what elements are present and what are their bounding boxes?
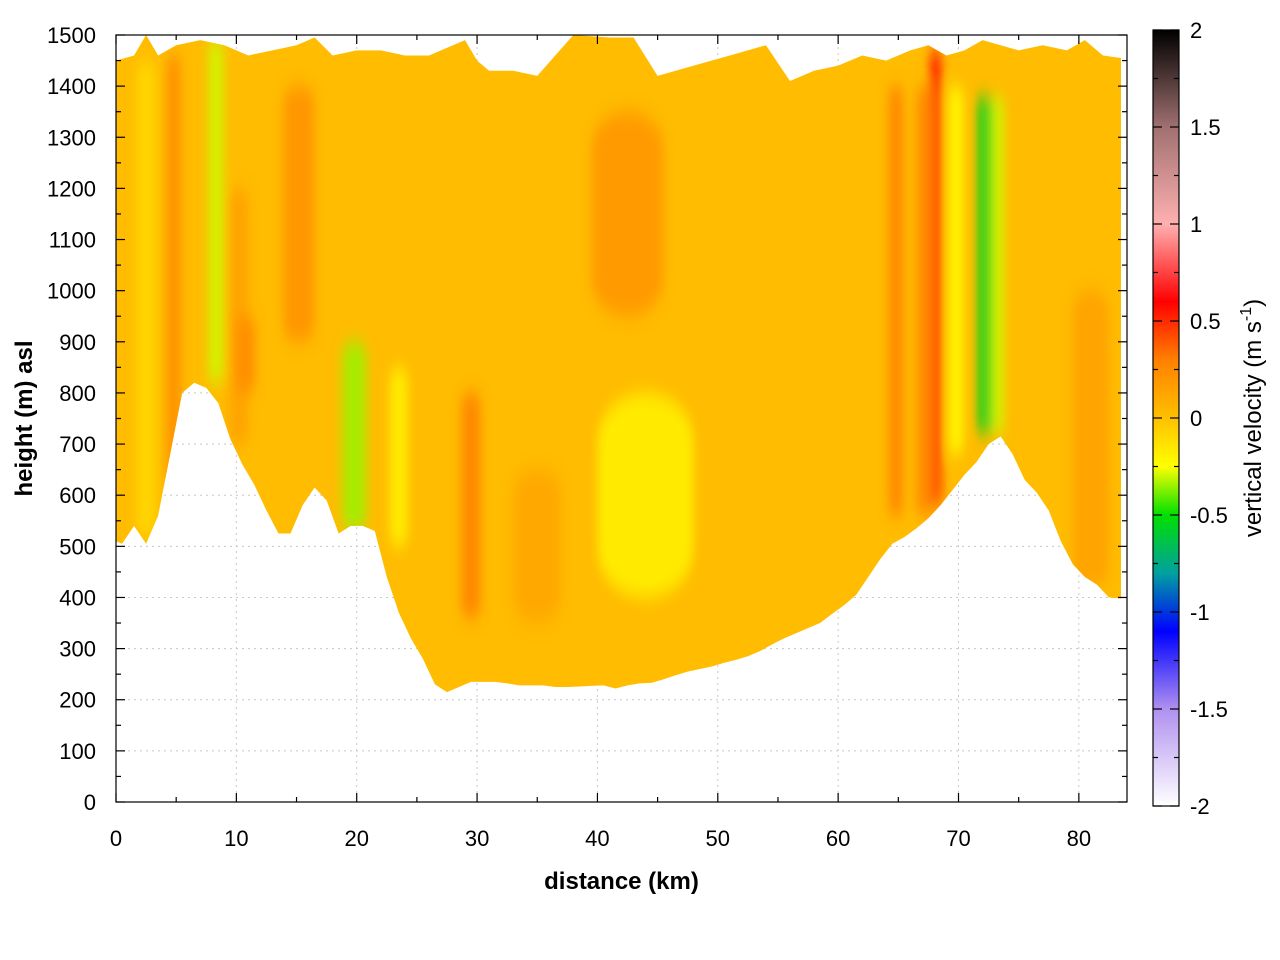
colorbar-tick-label: -1 (1190, 600, 1210, 625)
colorbar: 2 1.5 1 0.5 0 -0.5 -1 -1.5 -2 vertical velocity … (1152, 18, 1267, 819)
axis-ticks (115, 34, 1127, 803)
velocity-band (513, 469, 562, 624)
y-axis-label: height (m) asl (11, 340, 38, 496)
y-tick-label: 900 (59, 330, 96, 355)
colorbar-tick-label: 1.5 (1190, 115, 1221, 140)
colorbar-tick-label: 0.5 (1190, 309, 1221, 334)
y-tick-label: 400 (59, 585, 96, 610)
x-tick-label: 10 (224, 826, 248, 851)
y-tick-label: 200 (59, 688, 96, 713)
velocity-band (208, 40, 224, 383)
y-tick-label: 1300 (47, 125, 96, 150)
colorbar-label-close: ) (1240, 299, 1267, 307)
y-tick-label: 800 (59, 381, 96, 406)
velocity-band (136, 60, 156, 537)
y-tick-label: 100 (59, 739, 96, 764)
x-tick-label: 30 (465, 826, 489, 851)
velocity-band (948, 86, 964, 455)
x-tick-label: 0 (110, 826, 122, 851)
velocity-band (992, 96, 1005, 434)
colorbar-tick-label: -1.5 (1190, 697, 1228, 722)
velocity-bands (136, 40, 1109, 624)
velocity-band (236, 316, 256, 393)
velocity-band (888, 86, 904, 516)
velocity-band (916, 86, 934, 516)
velocity-band (229, 188, 249, 445)
x-tick-label: 40 (585, 826, 609, 851)
velocity-band (342, 341, 367, 531)
velocity-band (166, 55, 181, 485)
x-tick-label: 70 (946, 826, 970, 851)
colorbar-ticks (1153, 29, 1179, 807)
y-tick-label: 0 (84, 790, 96, 815)
colorbar-label-superscript: -1 (1238, 307, 1255, 321)
colorbar-tick-labels: 2 1.5 1 0.5 0 -0.5 -1 -1.5 -2 (1190, 18, 1228, 819)
y-tick-label: 500 (59, 534, 96, 559)
x-tick-labels: 0 10 20 30 40 50 60 70 80 (110, 826, 1091, 851)
x-tick-label: 60 (826, 826, 850, 851)
y-tick-label: 1000 (47, 279, 96, 304)
velocity-band (977, 96, 993, 434)
y-tick-label: 700 (59, 432, 96, 457)
y-tick-label: 1100 (49, 228, 96, 253)
colorbar-tick-label: 2 (1190, 18, 1202, 43)
x-tick-label: 20 (344, 826, 368, 851)
velocity-band (591, 111, 664, 317)
velocity-band (283, 86, 315, 342)
velocity-field (116, 35, 1121, 693)
x-axis-label: distance (km) (544, 868, 699, 895)
x-tick-label: 50 (706, 826, 730, 851)
y-tick-labels: 0 100 200 300 400 500 600 700 800 900 1000 1100 1200… (47, 23, 96, 815)
colorbar-tick-label: 0 (1190, 406, 1202, 431)
y-tick-label: 300 (59, 637, 96, 662)
y-tick-label: 1500 (47, 23, 96, 48)
colorbar-label-main: vertical velocity (m s (1240, 321, 1267, 537)
colorbar-tick-label: -2 (1190, 794, 1210, 819)
y-tick-label: 600 (59, 483, 96, 508)
y-tick-label: 1200 (47, 176, 96, 201)
velocity-band (1072, 290, 1109, 588)
x-tick-label: 80 (1067, 826, 1091, 851)
velocity-band (389, 367, 408, 547)
velocity-band (461, 392, 481, 618)
y-tick-label: 1400 (47, 74, 96, 99)
colorbar-tick-label: -0.5 (1190, 503, 1228, 528)
colorbar-tick-label: 1 (1190, 212, 1202, 237)
velocity-band (597, 392, 694, 598)
colorbar-label: vertical velocity (m s-1) (1238, 299, 1267, 537)
